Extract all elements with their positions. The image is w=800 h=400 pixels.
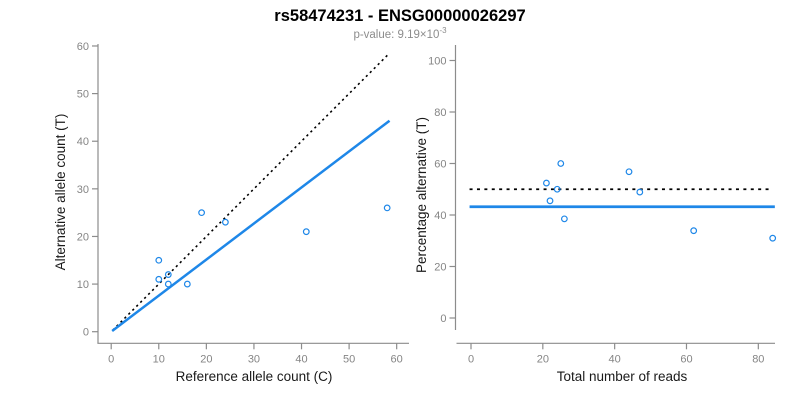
x-tick-label: 30 — [248, 353, 260, 365]
data-point — [383, 204, 391, 212]
data-point — [560, 215, 568, 223]
percentage-scatter-panel: Total number of reads Percentage alterna… — [414, 45, 777, 384]
x-tick-label: 60 — [391, 353, 403, 365]
data-point — [557, 160, 565, 167]
data-point — [221, 218, 229, 226]
y-tick-label: 30 — [77, 184, 89, 196]
left-xaxis-title: Reference allele count (C) — [176, 369, 333, 384]
y-tick-label: 0 — [440, 313, 446, 325]
x-tick-label: 20 — [200, 353, 212, 365]
y-tick-label: 10 — [77, 279, 89, 291]
regression-line — [111, 119, 391, 332]
data-point — [302, 228, 310, 236]
data-point — [164, 280, 172, 288]
x-tick-label: 80 — [752, 353, 764, 365]
y-tick-label: 60 — [434, 159, 446, 171]
y-tick-label: 0 — [83, 327, 89, 339]
data-point — [769, 234, 777, 242]
data-point — [690, 227, 698, 235]
y-tick-label: 60 — [77, 41, 89, 53]
figure-title: rs58474231 - ENSG00000026297 — [274, 7, 526, 25]
y-tick-label: 40 — [434, 210, 446, 222]
x-tick-label: 50 — [343, 353, 355, 365]
data-point — [553, 185, 561, 193]
data-point — [155, 275, 163, 283]
x-tick-label: 20 — [537, 353, 549, 365]
left-yaxis-title: Alternative allele count (T) — [53, 114, 68, 271]
y-tick-label: 100 — [428, 56, 446, 68]
identity-line — [112, 53, 389, 331]
data-point — [546, 197, 554, 205]
data-point — [155, 256, 163, 264]
pvalue-subtitle: p-value: 9.19×10-3 — [0, 26, 800, 41]
right-xaxis-title: Total number of reads — [557, 369, 688, 384]
pvalue-mantissa: 9.19×10 — [397, 28, 440, 41]
x-tick-label: 60 — [680, 353, 692, 365]
data-point — [198, 209, 206, 217]
data-point — [543, 179, 550, 187]
x-tick-label: 0 — [108, 353, 114, 365]
pvalue-exponent: -3 — [439, 26, 447, 35]
x-tick-label: 0 — [468, 353, 474, 365]
data-point — [625, 168, 633, 176]
y-tick-label: 20 — [434, 262, 446, 274]
y-tick-label: 50 — [77, 89, 89, 101]
allele-count-scatter-panel: Reference allele count (C) Alternative a… — [53, 41, 409, 384]
x-tick-label: 40 — [609, 353, 621, 365]
x-tick-label: 40 — [295, 353, 307, 365]
right-yaxis-title: Percentage alternative (T) — [414, 117, 429, 273]
y-tick-label: 80 — [434, 107, 446, 119]
data-point — [164, 271, 172, 278]
pvalue-prefix: p-value: — [353, 28, 398, 41]
x-tick-label: 10 — [153, 353, 165, 365]
data-point — [183, 280, 191, 288]
y-tick-label: 20 — [77, 231, 89, 243]
data-point — [636, 188, 644, 196]
y-tick-label: 40 — [77, 136, 89, 148]
